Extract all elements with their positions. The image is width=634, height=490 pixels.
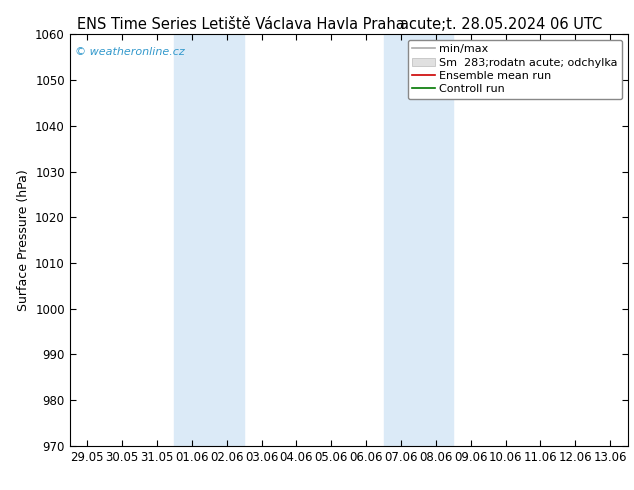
Legend: min/max, Sm  283;rodatn acute; odchylka, Ensemble mean run, Controll run: min/max, Sm 283;rodatn acute; odchylka, … (408, 40, 622, 99)
Text: ENS Time Series Letiště Václava Havla Praha: ENS Time Series Letiště Václava Havla Pr… (77, 17, 404, 32)
Bar (384, 34, 453, 446)
Text: acute;t. 28.05.2024 06 UTC: acute;t. 28.05.2024 06 UTC (399, 17, 602, 32)
Y-axis label: Surface Pressure (hPa): Surface Pressure (hPa) (16, 169, 30, 311)
Bar (174, 34, 244, 446)
Text: © weatheronline.cz: © weatheronline.cz (75, 47, 185, 57)
